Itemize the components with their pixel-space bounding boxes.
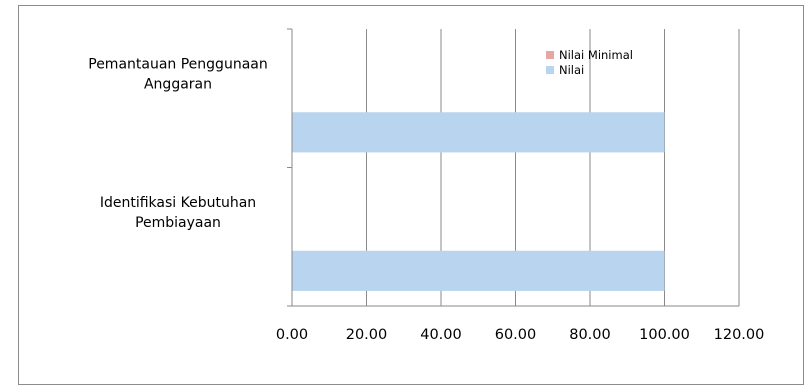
legend-swatch [546,51,554,59]
bar [292,250,665,291]
legend-label: Nilai Minimal [559,48,633,62]
x-tick-label: 20.00 [346,327,388,343]
chart-frame [18,5,804,385]
legend-label: Nilai [559,63,584,77]
bar [292,112,665,153]
category-label: Pemantauan Penggunaan Anggaran [88,56,267,92]
bar-chart: Identifikasi Kebutuhan Pembiayaan Pemantau… [88,28,765,343]
category-label-line: Pembiayaan [135,215,221,231]
x-tick-label: 0.00 [276,327,308,343]
category-label-line: Identifikasi Kebutuhan [100,195,256,211]
category-label-line: Pemantauan Penggunaan [88,56,267,72]
x-tick-label: 120.00 [714,327,765,343]
x-tick-label: 100.00 [639,327,690,343]
category-label: Identifikasi Kebutuhan Pembiayaan [100,195,256,231]
category-label-line: Anggaran [144,76,212,92]
x-tick-label: 60.00 [495,327,537,343]
legend-swatch [546,66,554,74]
x-tick-label: 80.00 [569,327,611,343]
x-tick-label: 40.00 [420,327,462,343]
